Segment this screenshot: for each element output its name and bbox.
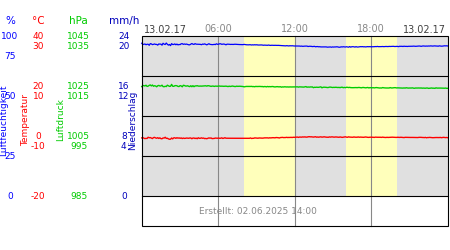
Bar: [346, 36, 396, 76]
Text: 20: 20: [118, 42, 130, 51]
Text: 0: 0: [36, 132, 41, 141]
Text: %: %: [5, 16, 15, 26]
Text: 13.02.17: 13.02.17: [402, 25, 446, 35]
Text: Erstellt: 02.06.2025 14:00: Erstellt: 02.06.2025 14:00: [199, 207, 317, 216]
Text: 10: 10: [32, 92, 44, 101]
Text: 0: 0: [7, 192, 13, 201]
Bar: [142, 156, 448, 196]
Text: 1015: 1015: [67, 92, 90, 101]
Text: 100: 100: [1, 32, 18, 41]
Text: 25: 25: [4, 152, 16, 161]
Bar: [346, 116, 396, 156]
Text: 40: 40: [32, 32, 44, 41]
Text: 30: 30: [32, 42, 44, 51]
Text: 0: 0: [121, 192, 126, 201]
Text: 20: 20: [32, 82, 44, 91]
Text: 985: 985: [70, 192, 87, 201]
Text: °C: °C: [32, 16, 45, 26]
Text: 13.02.17: 13.02.17: [144, 25, 187, 35]
Text: Luftfeuchtigkeit: Luftfeuchtigkeit: [0, 84, 8, 156]
Text: -10: -10: [31, 142, 45, 151]
Text: 75: 75: [4, 52, 16, 61]
Text: Luftdruck: Luftdruck: [56, 98, 65, 142]
Bar: [346, 156, 396, 196]
Bar: [243, 36, 295, 76]
Bar: [142, 36, 448, 76]
Text: 24: 24: [118, 32, 130, 41]
Text: 8: 8: [121, 132, 126, 141]
Bar: [243, 116, 295, 156]
Bar: [243, 76, 295, 116]
Bar: [142, 116, 448, 156]
Bar: [142, 76, 448, 116]
Text: mm/h: mm/h: [108, 16, 139, 26]
Text: 1005: 1005: [67, 132, 90, 141]
Text: hPa: hPa: [69, 16, 88, 26]
Bar: [142, 196, 448, 226]
Text: 4: 4: [121, 142, 126, 151]
Text: 16: 16: [118, 82, 130, 91]
Bar: [346, 76, 396, 116]
Text: 12:00: 12:00: [281, 24, 309, 34]
Text: 1025: 1025: [68, 82, 90, 91]
Bar: [142, 36, 448, 226]
Text: 1045: 1045: [68, 32, 90, 41]
Text: 06:00: 06:00: [204, 24, 232, 34]
Text: 995: 995: [70, 142, 87, 151]
Text: 50: 50: [4, 92, 16, 101]
Text: Temperatur: Temperatur: [21, 94, 30, 146]
Text: -20: -20: [31, 192, 45, 201]
Text: 18:00: 18:00: [357, 24, 385, 34]
Text: 12: 12: [118, 92, 130, 101]
Text: 1035: 1035: [67, 42, 90, 51]
Text: Niederschlag: Niederschlag: [128, 90, 137, 150]
Bar: [243, 156, 295, 196]
